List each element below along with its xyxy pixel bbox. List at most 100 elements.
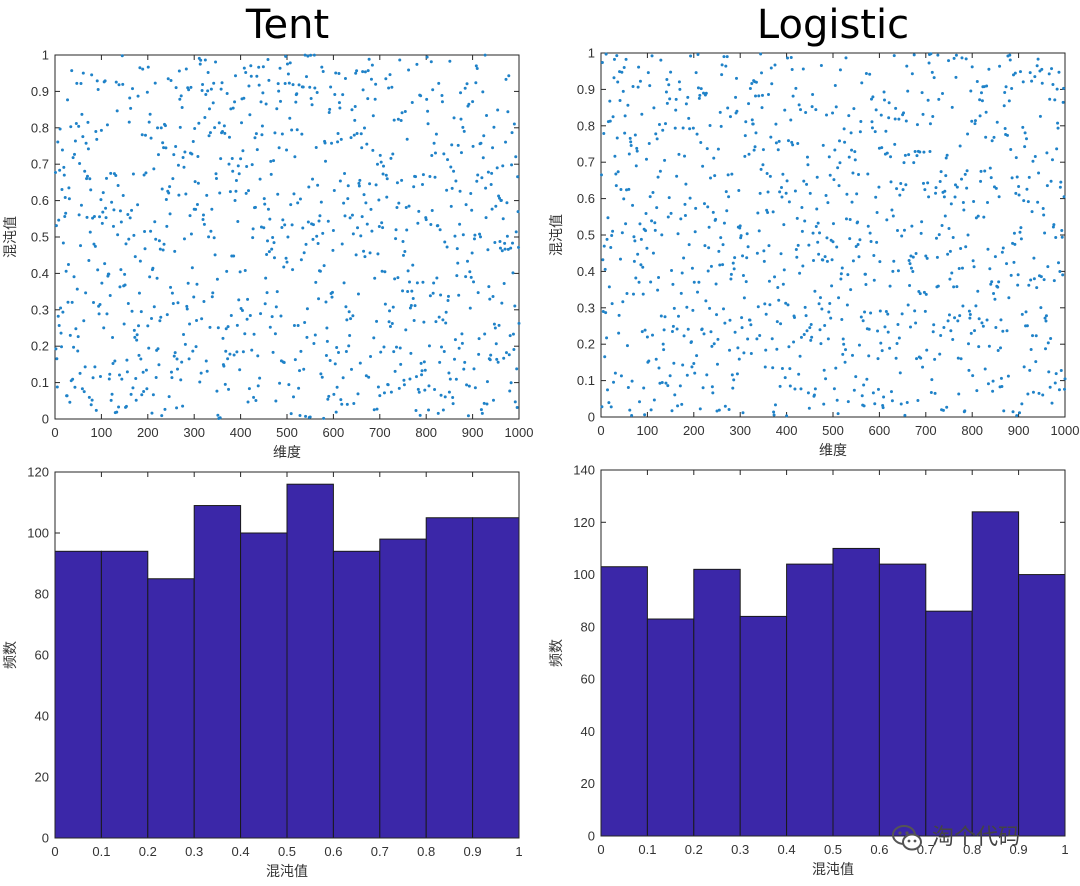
tent-scatter-point <box>407 68 411 72</box>
logistic-scatter-point <box>790 67 794 71</box>
tent-scatter-point <box>513 400 517 404</box>
tent-scatter-point <box>313 333 317 337</box>
tent-scatter-point <box>285 148 289 152</box>
logistic-scatter-point <box>806 163 810 167</box>
logistic-scatter-point <box>615 136 619 140</box>
tent-scatter-point <box>195 282 199 286</box>
logistic-scatter-point <box>709 176 713 180</box>
logistic-scatter-point <box>1044 347 1048 351</box>
tent-scatter-point <box>248 314 252 318</box>
tent-scatter-point <box>384 173 388 177</box>
tent-scatter-point <box>382 391 386 395</box>
tent-scatter-point <box>252 332 256 336</box>
tent-scatter-point <box>419 361 423 365</box>
tent-scatter-point <box>235 323 239 327</box>
logistic-scatter-point <box>915 154 919 158</box>
tent-scatter-point <box>194 207 198 211</box>
logistic-scatter-point <box>907 153 911 157</box>
logistic-scatter-xtick-label: 800 <box>961 423 983 438</box>
logistic-scatter-point <box>612 76 616 80</box>
logistic-scatter-point <box>1050 67 1054 71</box>
tent-scatter-point <box>421 280 425 284</box>
logistic-scatter-point <box>1005 133 1009 137</box>
tent-scatter-point <box>337 72 341 76</box>
tent-scatter-point <box>253 205 257 209</box>
logistic-scatter-point <box>928 150 932 154</box>
logistic-scatter-point <box>651 251 655 255</box>
logistic-hist-bar <box>786 563 834 837</box>
tent-scatter-point <box>381 226 385 230</box>
logistic-scatter-point <box>1000 385 1004 389</box>
logistic-scatter-point <box>947 313 951 317</box>
logistic-scatter-point <box>753 145 757 149</box>
tent-scatter-point <box>274 305 278 309</box>
tent-hist-bars <box>54 471 520 839</box>
logistic-scatter-point <box>731 386 735 390</box>
logistic-scatter-point <box>679 217 683 221</box>
tent-scatter-point <box>248 113 252 117</box>
logistic-scatter-point <box>613 154 617 158</box>
logistic-scatter-point <box>725 55 729 59</box>
tent-scatter-point <box>354 71 358 75</box>
tent-scatter-point <box>427 384 431 388</box>
tent-scatter-point <box>466 414 470 418</box>
tent-scatter-point <box>280 132 284 136</box>
tent-scatter-point <box>185 307 189 311</box>
logistic-scatter-point <box>682 256 686 260</box>
logistic-scatter-point <box>793 387 797 391</box>
logistic-scatter-point <box>702 91 706 95</box>
tent-scatter-point <box>332 189 336 193</box>
logistic-scatter-point <box>608 119 612 123</box>
tent-scatter-point <box>347 344 351 348</box>
tent-scatter-point <box>191 349 195 353</box>
tent-scatter-point <box>503 247 507 251</box>
logistic-scatter-point <box>858 130 862 134</box>
tent-scatter-point <box>494 342 498 346</box>
tent-scatter-point <box>312 53 316 57</box>
logistic-scatter-point <box>651 191 655 195</box>
logistic-scatter-point <box>625 344 629 348</box>
logistic-scatter-point <box>862 404 866 408</box>
tent-scatter-point <box>176 301 180 305</box>
tent-scatter-point <box>244 191 248 195</box>
tent-scatter-point <box>472 280 476 284</box>
logistic-scatter-ytick-label: 0.8 <box>577 118 595 133</box>
logistic-scatter-point <box>895 341 899 345</box>
logistic-scatter-point <box>749 323 753 327</box>
logistic-scatter-point <box>605 388 609 392</box>
logistic-scatter-point <box>1031 390 1035 394</box>
tent-scatter-point <box>209 87 213 91</box>
logistic-scatter-point <box>771 366 775 370</box>
logistic-scatter-point <box>904 183 908 187</box>
tent-scatter-point <box>188 322 192 326</box>
logistic-scatter-point <box>701 164 705 168</box>
tent-scatter-point <box>320 375 324 379</box>
logistic-scatter-point <box>945 405 949 409</box>
tent-scatter-point <box>230 156 234 160</box>
logistic-scatter-point <box>1034 360 1038 364</box>
tent-scatter-point <box>287 383 291 387</box>
logistic-scatter-point <box>623 131 627 135</box>
tent-scatter-point <box>447 390 451 394</box>
logistic-scatter-point <box>776 148 780 152</box>
logistic-scatter-point <box>860 81 864 85</box>
tent-scatter-point <box>427 408 431 412</box>
logistic-scatter-point <box>728 115 732 119</box>
tent-scatter-point <box>346 184 350 188</box>
logistic-scatter-point <box>609 245 613 249</box>
logistic-scatter-point <box>1021 80 1025 84</box>
tent-scatter-point <box>507 353 511 357</box>
logistic-scatter-point <box>821 143 825 147</box>
tent-scatter-point <box>318 269 322 273</box>
tent-scatter-point <box>222 124 226 128</box>
tent-scatter-point <box>511 332 515 336</box>
logistic-scatter-point <box>681 126 685 130</box>
logistic-scatter-point <box>620 231 624 235</box>
tent-scatter-point <box>516 210 520 214</box>
logistic-scatter-point <box>785 414 789 418</box>
logistic-hist-ytick-label: 0 <box>588 829 595 844</box>
tent-scatter-point <box>430 209 434 213</box>
watermark-text: 淘个代码 <box>932 825 1021 850</box>
logistic-scatter-point <box>896 323 900 327</box>
tent-scatter-point <box>327 394 331 398</box>
